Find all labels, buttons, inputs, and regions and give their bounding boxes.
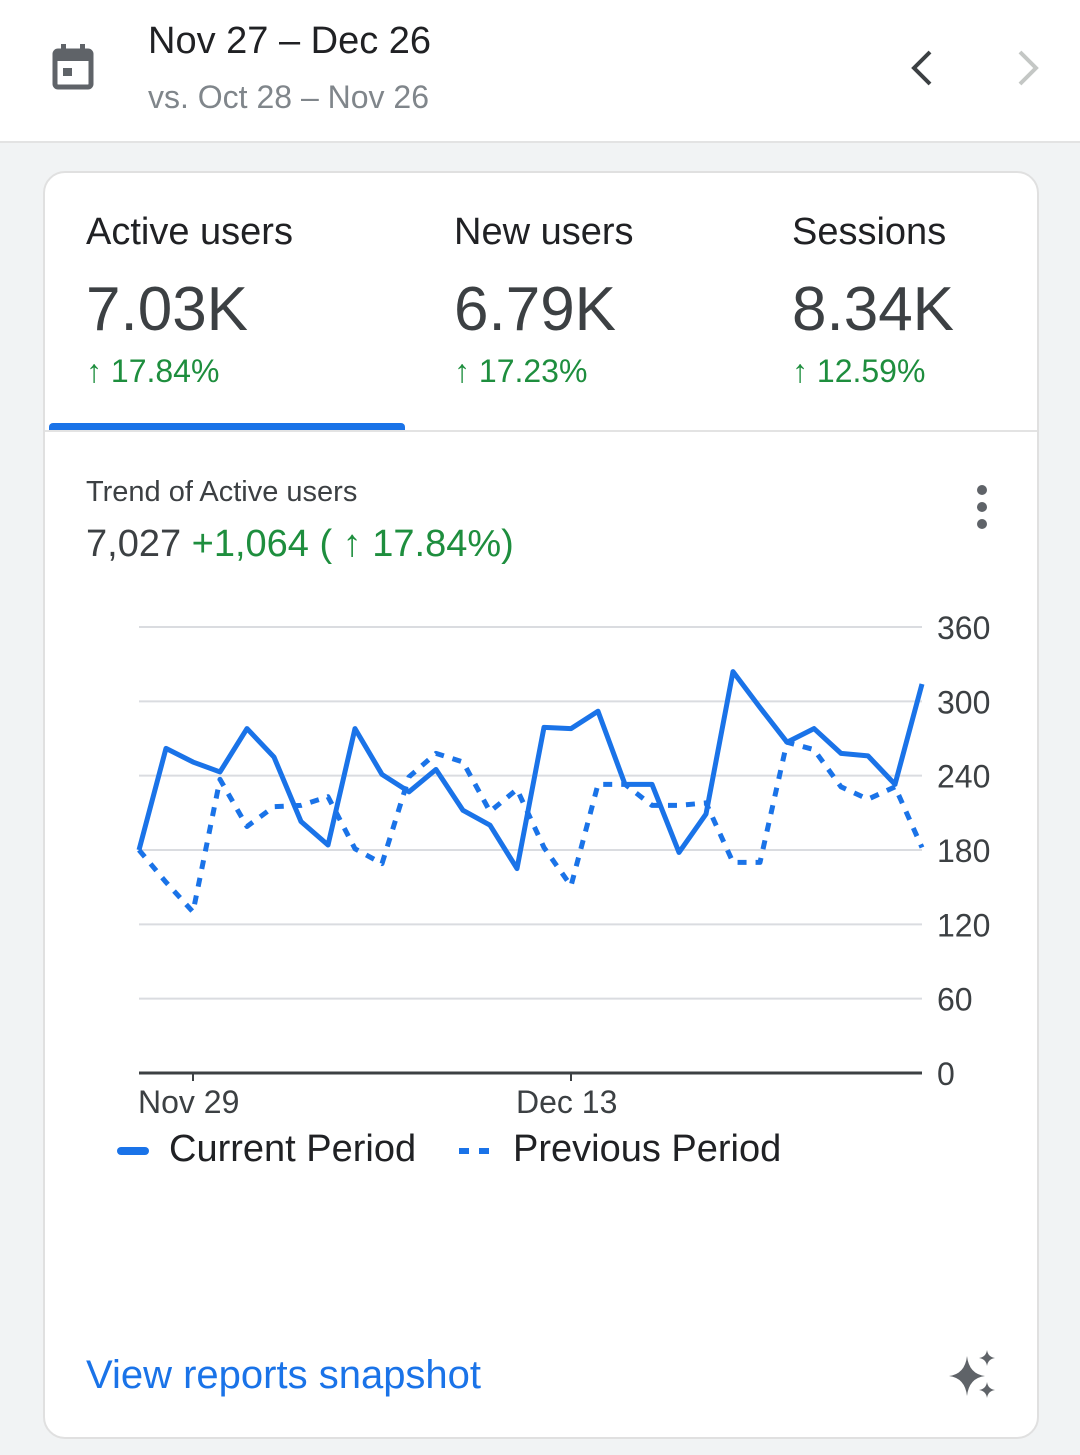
x-tick-label: Dec 13 [516, 1084, 617, 1120]
x-tick-label: Nov 29 [138, 1084, 239, 1120]
legend-label: Previous Period [513, 1128, 782, 1170]
metric-delta: ↑ 12.59% [792, 353, 926, 389]
summary-card: Active users 7.03K ↑ 17.84% New users 6.… [43, 171, 1039, 1439]
y-tick-label: 360 [937, 610, 990, 646]
metric-tab-new-users[interactable]: New users 6.79K ↑ 17.23% [454, 211, 634, 390]
y-tick-label: 120 [937, 907, 990, 943]
view-reports-snapshot-link[interactable]: View reports snapshot [86, 1353, 482, 1397]
y-tick-label: 180 [937, 833, 990, 869]
legend-previous: Previous Period [459, 1128, 781, 1171]
legend-current: Current Period [117, 1128, 416, 1171]
trend-summary: 7,027 +1,064 ( ↑ 17.84%) [86, 523, 514, 566]
trend-title: Trend of Active users [86, 476, 358, 508]
solid-line-icon [117, 1146, 149, 1155]
sparkle-icon[interactable] [945, 1348, 999, 1402]
metric-delta: ↑ 17.23% [454, 353, 588, 389]
legend-label: Current Period [169, 1128, 417, 1170]
active-tab-indicator [49, 423, 405, 430]
metric-value: 8.34K [792, 275, 955, 344]
calendar-icon[interactable] [52, 44, 94, 90]
chevron-left-icon[interactable] [908, 48, 938, 88]
date-range[interactable]: Nov 27 – Dec 26 [148, 20, 432, 62]
y-tick-label: 300 [937, 684, 990, 720]
chevron-right-icon[interactable] [1012, 48, 1042, 88]
metric-value: 6.79K [454, 275, 617, 344]
more-options-icon[interactable] [970, 483, 994, 533]
metric-label: Active users [86, 211, 293, 253]
metric-tab-sessions[interactable]: Sessions 8.34K ↑ 12.59% [792, 211, 954, 390]
previous-period-line [137, 739, 925, 915]
current-period-line [136, 669, 925, 872]
metric-tab-active-users[interactable]: Active users 7.03K ↑ 17.84% [86, 211, 293, 390]
compare-range: vs. Oct 28 – Nov 26 [148, 79, 430, 115]
tab-divider [45, 430, 1037, 432]
trend-change: +1,064 ( ↑ 17.84%) [191, 523, 514, 565]
y-tick-label: 240 [937, 759, 990, 795]
metric-label: New users [454, 211, 634, 253]
metric-delta: ↑ 17.84% [86, 353, 220, 389]
metric-value: 7.03K [86, 275, 249, 344]
dotted-line-icon [459, 1147, 491, 1154]
date-header: Nov 27 – Dec 26 vs. Oct 28 – Nov 26 [0, 0, 1080, 143]
trend-chart: 0 60 120 180 240 300 360 Nov 29 Dec 13 [136, 610, 990, 1120]
metric-label: Sessions [792, 211, 947, 253]
y-tick-label: 60 [937, 982, 973, 1018]
y-tick-label: 0 [937, 1056, 955, 1092]
trend-total: 7,027 [86, 523, 182, 565]
